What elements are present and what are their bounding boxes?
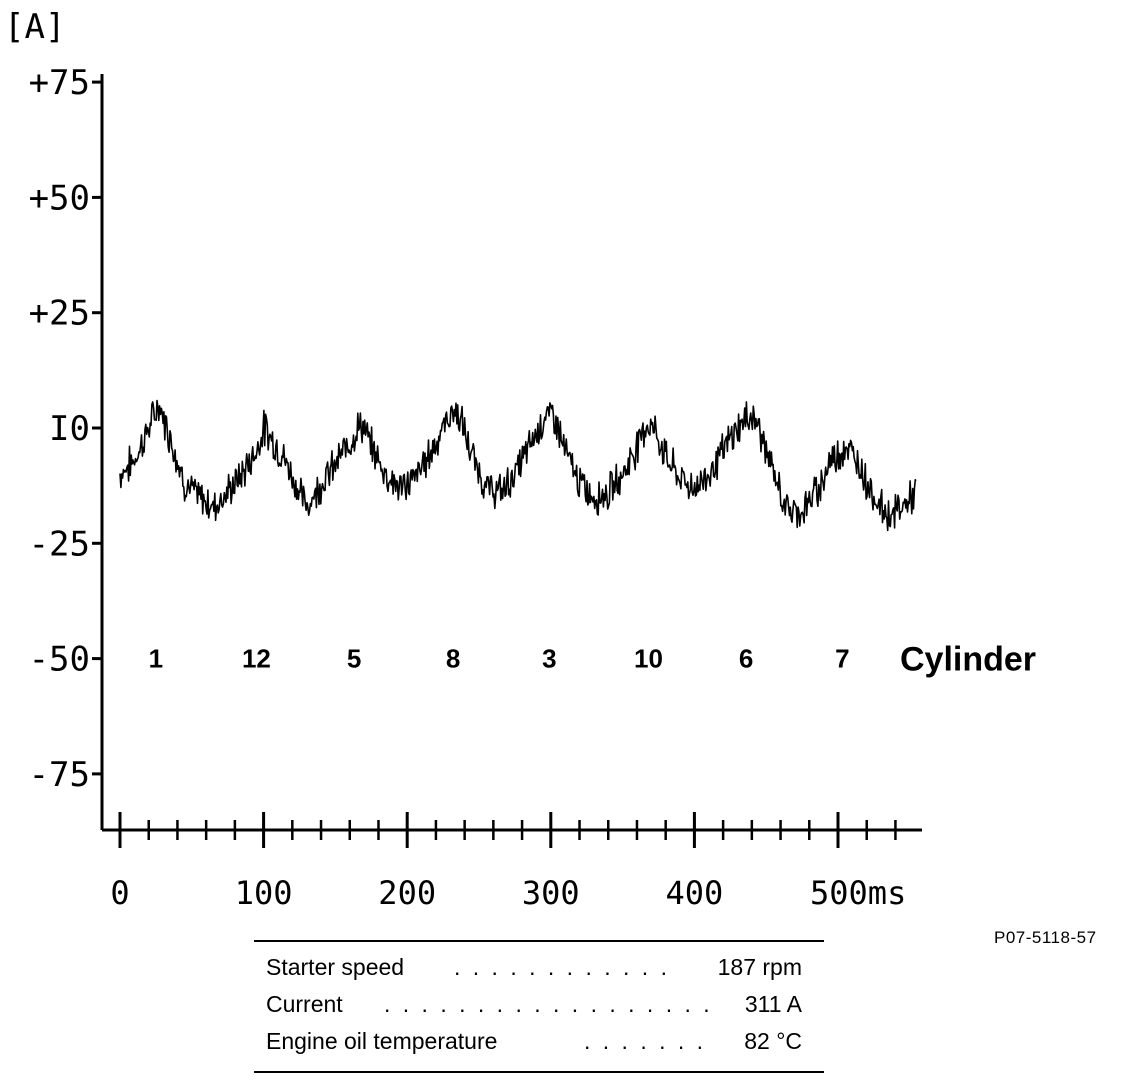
y-tick-label: -50: [29, 640, 90, 680]
current-dots: . . . . . . . . . . . . . . . . . .: [384, 991, 713, 1017]
cylinder-label: 10: [634, 644, 663, 674]
current-value: 311 A: [744, 991, 802, 1017]
y-tick-label: I0: [49, 409, 90, 449]
cranking-current-chart: [A] +75 +50 +25 I0 -25 -50 -75 0 100 200 300 400 500m…: [4, 7, 1036, 912]
table-row-starter-speed: Starter speed . . . . . . . . . . . . 18…: [254, 950, 824, 987]
cylinder-label: 6: [739, 644, 753, 674]
figure-id: P07-5118-57: [994, 928, 1097, 947]
starter-speed-value: 187 rpm: [717, 954, 802, 980]
current-label: Current: [266, 991, 343, 1017]
cylinder-label: 8: [446, 644, 460, 674]
x-tick-label: 200: [378, 874, 436, 912]
measurement-table: Starter speed . . . . . . . . . . . . 18…: [254, 940, 824, 1073]
cylinder-label: 12: [242, 644, 271, 674]
cylinder-label: 1: [149, 644, 163, 674]
y-tick-label: +50: [29, 178, 90, 218]
x-tick-label: 400: [666, 874, 724, 912]
starter-speed-label: Starter speed: [266, 954, 405, 980]
x-tick-label: 300: [522, 874, 580, 912]
oil-temperature-label: Engine oil temperature: [266, 1028, 498, 1054]
x-tick-label: 500ms: [810, 874, 906, 912]
x-tick-label: 0: [110, 874, 129, 912]
cylinder-label: 7: [835, 644, 849, 674]
y-tick-label: +25: [29, 294, 90, 334]
cylinder-label: 5: [347, 644, 361, 674]
x-tick-label: 100: [235, 874, 293, 912]
cylinder-label: 3: [542, 644, 556, 674]
oil-temperature-dots: . . . . . . .: [584, 1028, 707, 1054]
starter-speed-dots: . . . . . . . . . . . .: [454, 954, 670, 980]
y-tick-label: -75: [29, 755, 90, 795]
current-trace-line: [119, 399, 917, 532]
table-row-current: Current . . . . . . . . . . . . . . . . …: [254, 987, 824, 1024]
oil-temperature-value: 82 °C: [744, 1028, 802, 1054]
table-row-oil-temperature: Engine oil temperature . . . . . . . 82 …: [254, 1024, 824, 1061]
y-tick-label: -25: [29, 524, 90, 564]
cylinder-title: Cylinder: [900, 641, 1036, 679]
y-unit-label: [A]: [4, 7, 65, 47]
y-tick-label: +75: [29, 63, 90, 103]
